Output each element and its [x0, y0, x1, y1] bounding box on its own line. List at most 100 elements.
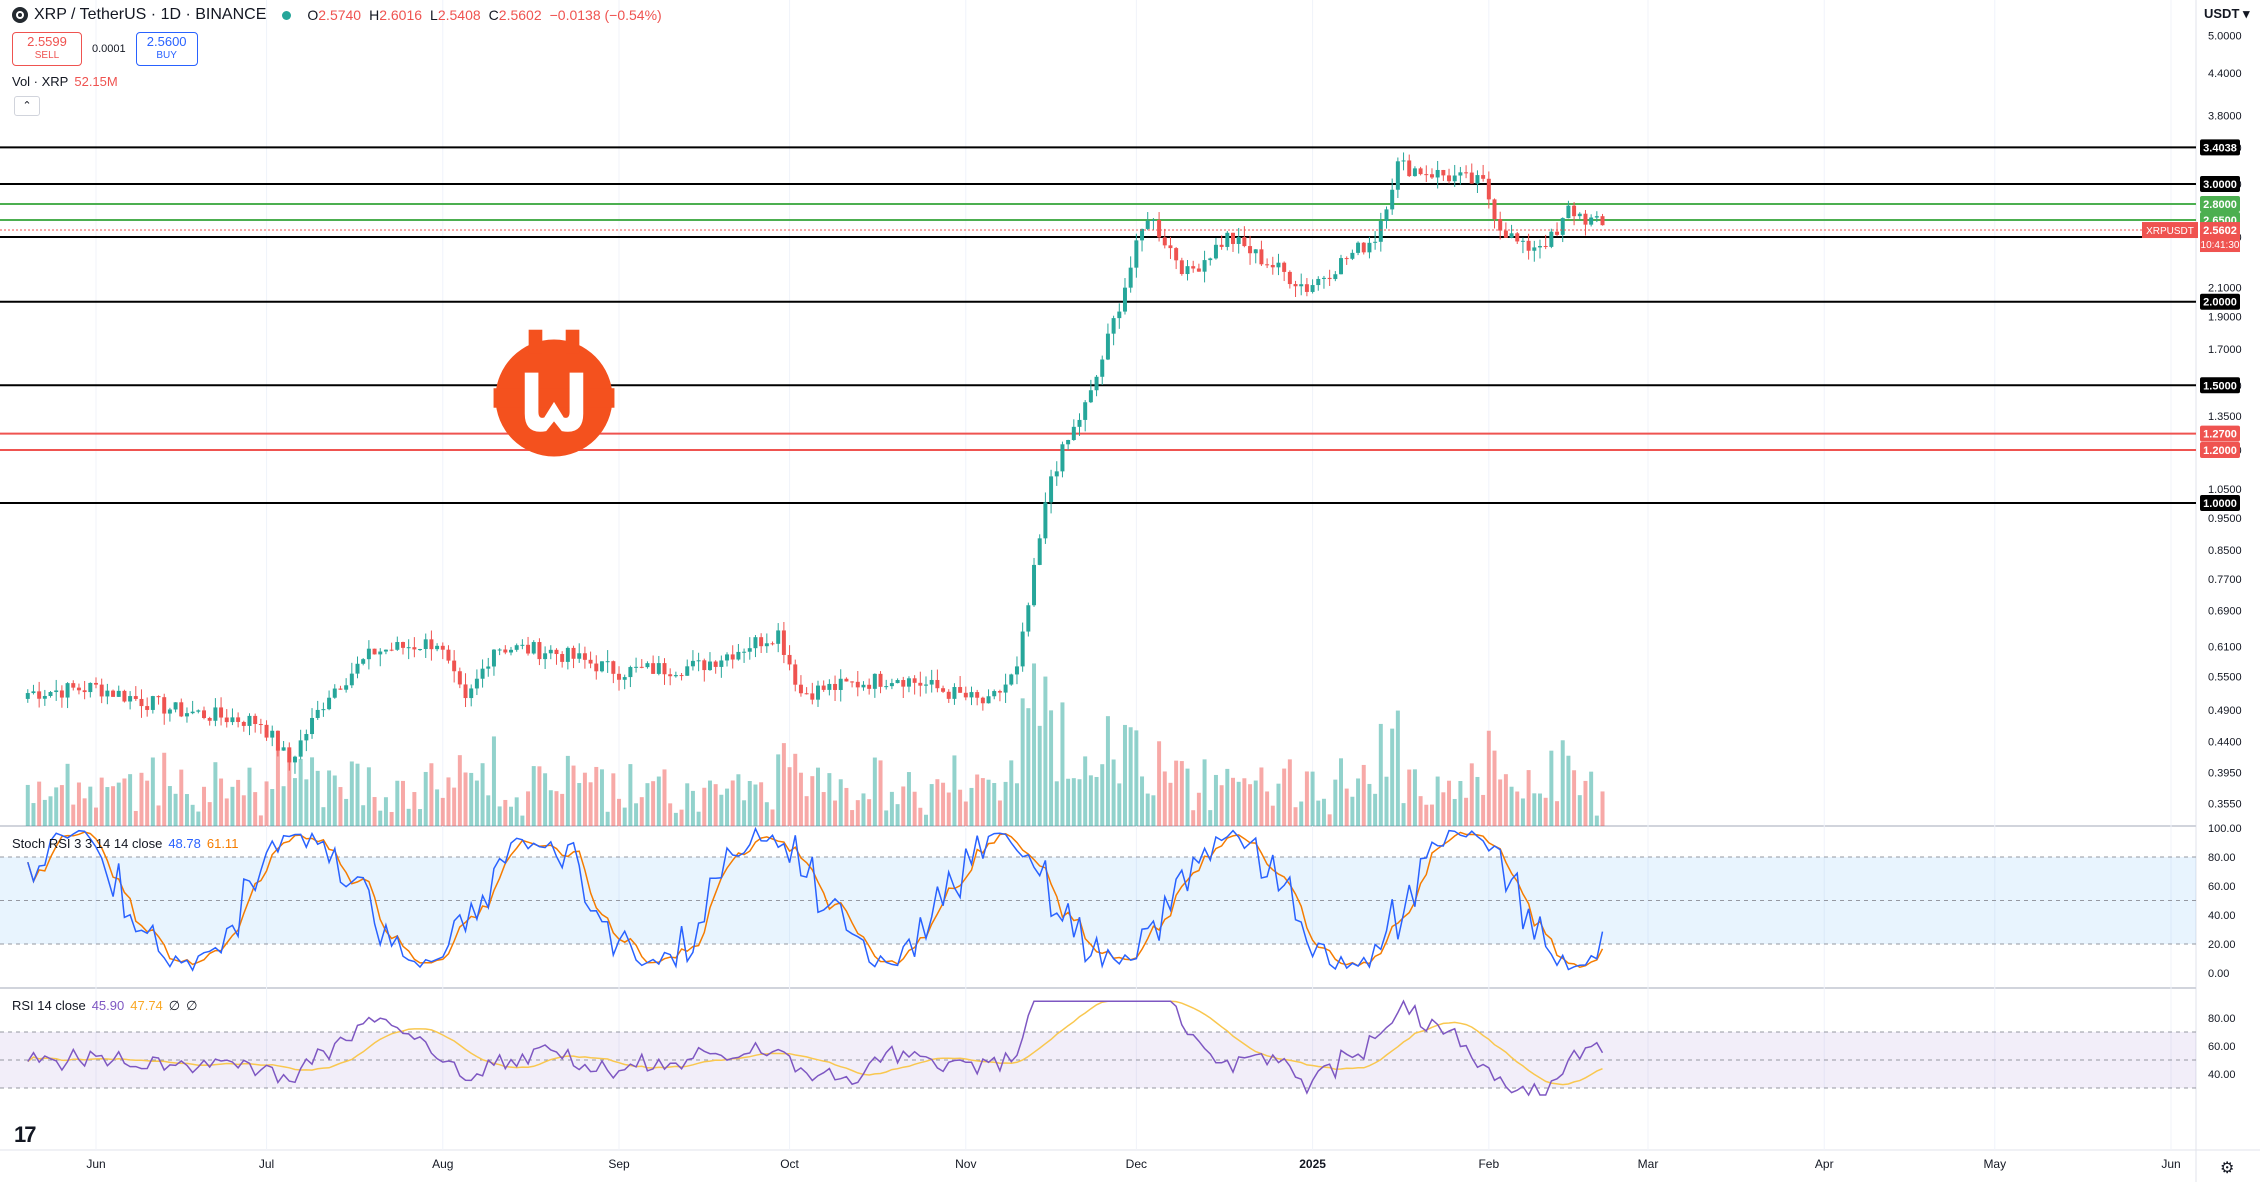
volume-bar — [1492, 750, 1497, 826]
sell-button[interactable]: 2.5599 SELL — [12, 32, 82, 66]
candle — [1168, 245, 1173, 249]
candle — [1122, 287, 1127, 312]
volume-bar — [1458, 781, 1463, 826]
price-tick: 1.0500 — [2208, 484, 2242, 496]
volume-bar — [867, 799, 872, 826]
volume-bar — [1071, 778, 1076, 826]
volume-bar — [1361, 764, 1366, 826]
volume-bar — [855, 800, 860, 826]
volume-bar — [804, 796, 809, 826]
rsi-line — [27, 999, 1604, 1097]
volume-bar — [935, 779, 940, 826]
candle — [941, 688, 946, 692]
buy-button[interactable]: 2.5600 BUY — [135, 32, 198, 66]
volume-bar — [1435, 776, 1440, 826]
candle — [145, 706, 150, 710]
candle — [491, 649, 496, 667]
volume-bar — [628, 764, 633, 826]
volume-bar — [537, 766, 542, 826]
candle — [173, 702, 178, 710]
volume-bar — [31, 803, 36, 826]
volume-bar — [1412, 769, 1417, 826]
volume-bar — [1481, 794, 1486, 826]
time-tick: May — [1983, 1157, 2006, 1171]
volume-bar — [1174, 760, 1179, 826]
volume-bar — [332, 775, 337, 826]
volume-bar — [992, 783, 997, 826]
candle — [304, 734, 309, 741]
candle — [594, 663, 599, 672]
candle — [924, 684, 928, 686]
volume-bar — [1191, 810, 1196, 826]
candle — [1560, 218, 1565, 235]
candle — [1054, 471, 1059, 477]
volume-bar — [298, 759, 303, 826]
level-label: 3.4038 — [2200, 139, 2240, 156]
candle — [1418, 168, 1423, 175]
volume-bar — [440, 797, 445, 826]
svg-text:1.2700: 1.2700 — [2203, 429, 2237, 441]
volume-bar — [327, 770, 332, 826]
volume-bar — [1503, 774, 1508, 826]
candle — [361, 659, 366, 664]
volume-bar — [1157, 741, 1162, 826]
volume-bar — [355, 763, 360, 826]
volume-bar — [1549, 750, 1554, 826]
volume-bar — [725, 788, 730, 826]
candle — [264, 724, 269, 738]
candle — [37, 691, 42, 699]
stoch-tick: 20.00 — [2208, 939, 2236, 951]
volume-bar — [565, 755, 570, 826]
level-label: 1.2700 — [2200, 425, 2240, 442]
candle — [554, 649, 559, 655]
volume-bar — [179, 769, 184, 826]
volume-bar — [435, 789, 440, 826]
candle — [497, 649, 502, 651]
candle — [1464, 172, 1469, 174]
volume-bar — [457, 755, 462, 826]
price-tick: 1.7000 — [2208, 344, 2242, 356]
collapse-legend-button[interactable]: ⌃ — [14, 96, 40, 116]
tradingview-logo-icon[interactable]: 17 — [14, 1122, 37, 1147]
volume-bar — [452, 787, 457, 826]
candle — [1395, 161, 1400, 190]
candle — [236, 717, 241, 722]
candle — [281, 747, 286, 751]
volume-bar — [531, 766, 536, 826]
volume-bar — [156, 805, 161, 826]
volume-bar — [1100, 764, 1105, 826]
candle — [935, 679, 940, 689]
volume-bar — [770, 809, 775, 826]
volume-bar — [1583, 780, 1588, 826]
candle — [327, 697, 332, 710]
volume-bar — [361, 805, 366, 826]
candle — [1128, 267, 1133, 288]
volume-bar — [1395, 710, 1400, 826]
candle — [241, 721, 246, 726]
gear-icon[interactable]: ⚙ — [2220, 1160, 2235, 1177]
volume-bar — [1151, 795, 1156, 826]
level-label: 1.2000 — [2200, 442, 2240, 459]
candle — [747, 648, 752, 652]
volume-bar — [42, 799, 47, 826]
volume-bar — [1299, 801, 1304, 826]
currency-selector[interactable]: USDT ▾ — [2204, 6, 2250, 21]
volume-bar — [679, 809, 684, 826]
volume-bar — [1014, 783, 1019, 826]
volume-bar — [321, 807, 326, 826]
spread-value: 0.0001 — [92, 43, 126, 55]
candle — [1094, 376, 1099, 391]
volume-bar — [111, 786, 116, 826]
candle — [1282, 262, 1287, 272]
candle — [844, 678, 849, 682]
candle — [1475, 175, 1480, 184]
symbol-title[interactable]: XRP / TetherUS · 1D · BINANCE — [34, 6, 267, 23]
candle — [1384, 209, 1389, 221]
volume-bar — [1140, 776, 1145, 826]
volume-bar — [781, 743, 786, 826]
candle — [1242, 237, 1247, 247]
candle — [31, 691, 36, 694]
volume-bar — [1469, 763, 1474, 826]
candle — [889, 683, 894, 687]
